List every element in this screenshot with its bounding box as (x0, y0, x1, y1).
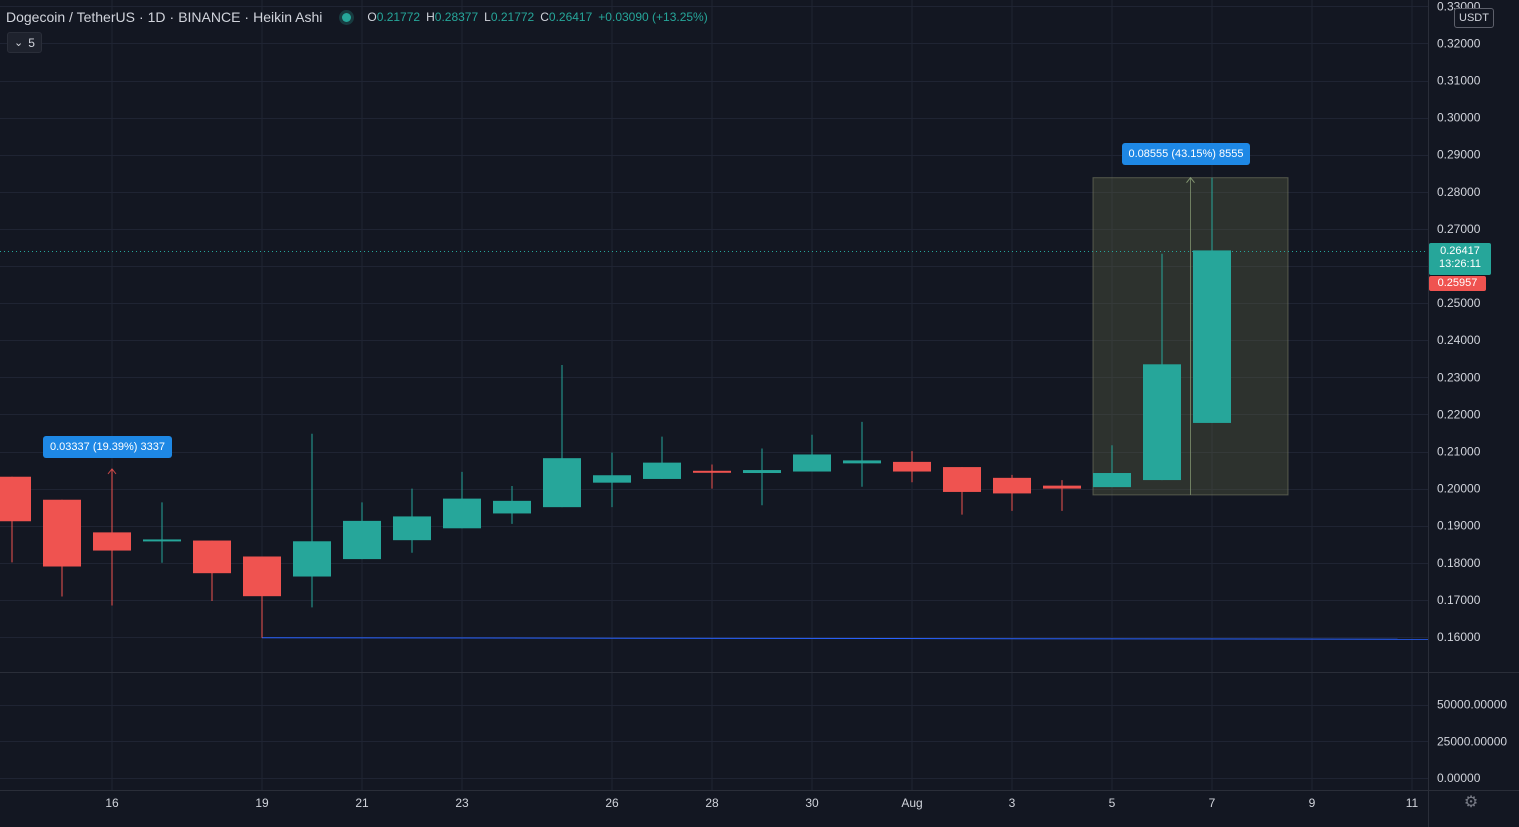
time-tick-label: 5 (1109, 796, 1116, 810)
separator: · (169, 9, 175, 25)
price-tick-label: 0.16000 (1437, 630, 1481, 644)
ohlc-open: O0.21772 (367, 10, 421, 24)
countdown-timer: 13:26:11 (1438, 258, 1481, 270)
price-tick-label: 0.20000 (1437, 482, 1481, 496)
candle-body (243, 556, 281, 597)
axes: 0.330000.320000.310000.300000.290000.280… (105, 0, 1507, 810)
candle-body (593, 475, 631, 483)
time-tick-label: 16 (105, 796, 119, 810)
candle-body (93, 532, 131, 551)
price-tick-label: 0.23000 (1437, 370, 1481, 384)
symbol-name[interactable]: Dogecoin / TetherUS (6, 9, 135, 25)
reference-price-tag: 0.25957 (1429, 276, 1486, 291)
candle-body (43, 499, 81, 567)
price-tick-label: 0.24000 (1437, 333, 1481, 347)
candle-body (443, 498, 481, 529)
candle-body (1043, 485, 1081, 489)
volume-tick-label: 0.00000 (1437, 771, 1481, 785)
candle-body (843, 460, 881, 464)
market-status-icon[interactable] (342, 12, 352, 22)
volume-tick-label: 50000.00000 (1437, 698, 1507, 712)
candle-body (693, 470, 731, 473)
measure-areas[interactable] (107, 176, 1289, 496)
interval-label[interactable]: 1D (147, 9, 166, 25)
candles (0, 177, 1231, 638)
price-tick-label: 0.29000 (1437, 148, 1481, 162)
ohlc-close: C0.26417 (540, 10, 593, 24)
price-tick-label: 0.30000 (1437, 111, 1481, 125)
time-tick-label: 23 (455, 796, 469, 810)
measure-label[interactable]: 0.03337 (19.39%) 3337 (43, 435, 172, 458)
measure-arrow-head (1186, 176, 1195, 184)
price-tick-label: 0.31000 (1437, 74, 1481, 88)
separator: · (138, 9, 144, 25)
candle-body (1143, 364, 1181, 481)
candle-body (0, 476, 31, 522)
price-tick-label: 0.17000 (1437, 593, 1481, 607)
time-tick-label: 9 (1309, 796, 1316, 810)
time-tick-label: 3 (1009, 796, 1016, 810)
volume-indicator-toggle[interactable]: ⌄ 5 (7, 32, 42, 53)
gear-icon[interactable]: ⚙ (1463, 794, 1479, 811)
price-tick-label: 0.19000 (1437, 519, 1481, 533)
currency-button[interactable]: USDT (1454, 8, 1494, 28)
horizontal-line[interactable] (261, 637, 1429, 640)
time-tick-label: Aug (901, 796, 922, 810)
time-tick-label: 26 (605, 796, 619, 810)
candle-body (793, 454, 831, 472)
ohlc-high: H0.28377 (426, 10, 479, 24)
price-tick-label: 0.21000 (1437, 445, 1481, 459)
current-price-value: 0.26417 (1440, 245, 1480, 257)
candle-body (493, 500, 531, 514)
candle-body (1093, 473, 1131, 488)
price-change: +0.03090 (+13.25%) (598, 10, 708, 24)
candle-body (143, 539, 181, 542)
measure-label[interactable]: 0.08555 (43.15%) 8555 (1121, 142, 1251, 165)
candle-body (343, 520, 381, 560)
candle-body (893, 461, 931, 472)
candle-body (743, 470, 781, 474)
price-tick-label: 0.25000 (1437, 296, 1481, 310)
current-price-tag: 0.26417 13:26:11 (1429, 243, 1491, 275)
candle-body (993, 477, 1031, 494)
time-tick-label: 30 (805, 796, 819, 810)
separator: · (244, 9, 250, 25)
candle-body (943, 467, 981, 492)
candle-body (1193, 250, 1231, 423)
time-tick-label: 7 (1209, 796, 1216, 810)
exchange-label: BINANCE (178, 9, 241, 25)
price-tick-label: 0.32000 (1437, 36, 1481, 50)
time-tick-label: 21 (355, 796, 369, 810)
candle-body (543, 458, 581, 508)
chart-style-label[interactable]: Heikin Ashi (253, 9, 323, 25)
candle-body (193, 540, 231, 574)
volume-indicator-label: 5 (28, 35, 35, 50)
candle-body (393, 516, 431, 541)
time-tick-label: 19 (255, 796, 269, 810)
candle-body (643, 462, 681, 479)
time-tick-label: 11 (1406, 796, 1419, 810)
chevron-down-icon: ⌄ (14, 37, 24, 49)
ohlc-low: L0.21772 (484, 10, 535, 24)
price-tick-label: 0.28000 (1437, 185, 1481, 199)
price-tick-label: 0.27000 (1437, 222, 1481, 236)
price-tick-label: 0.22000 (1437, 407, 1481, 421)
price-tick-label: 0.18000 (1437, 556, 1481, 570)
candle-body (293, 541, 331, 577)
time-tick-label: 28 (705, 796, 719, 810)
legend-header: Dogecoin / TetherUS · 1D · BINANCE · Hei… (6, 9, 714, 25)
volume-tick-label: 25000.00000 (1437, 734, 1507, 748)
